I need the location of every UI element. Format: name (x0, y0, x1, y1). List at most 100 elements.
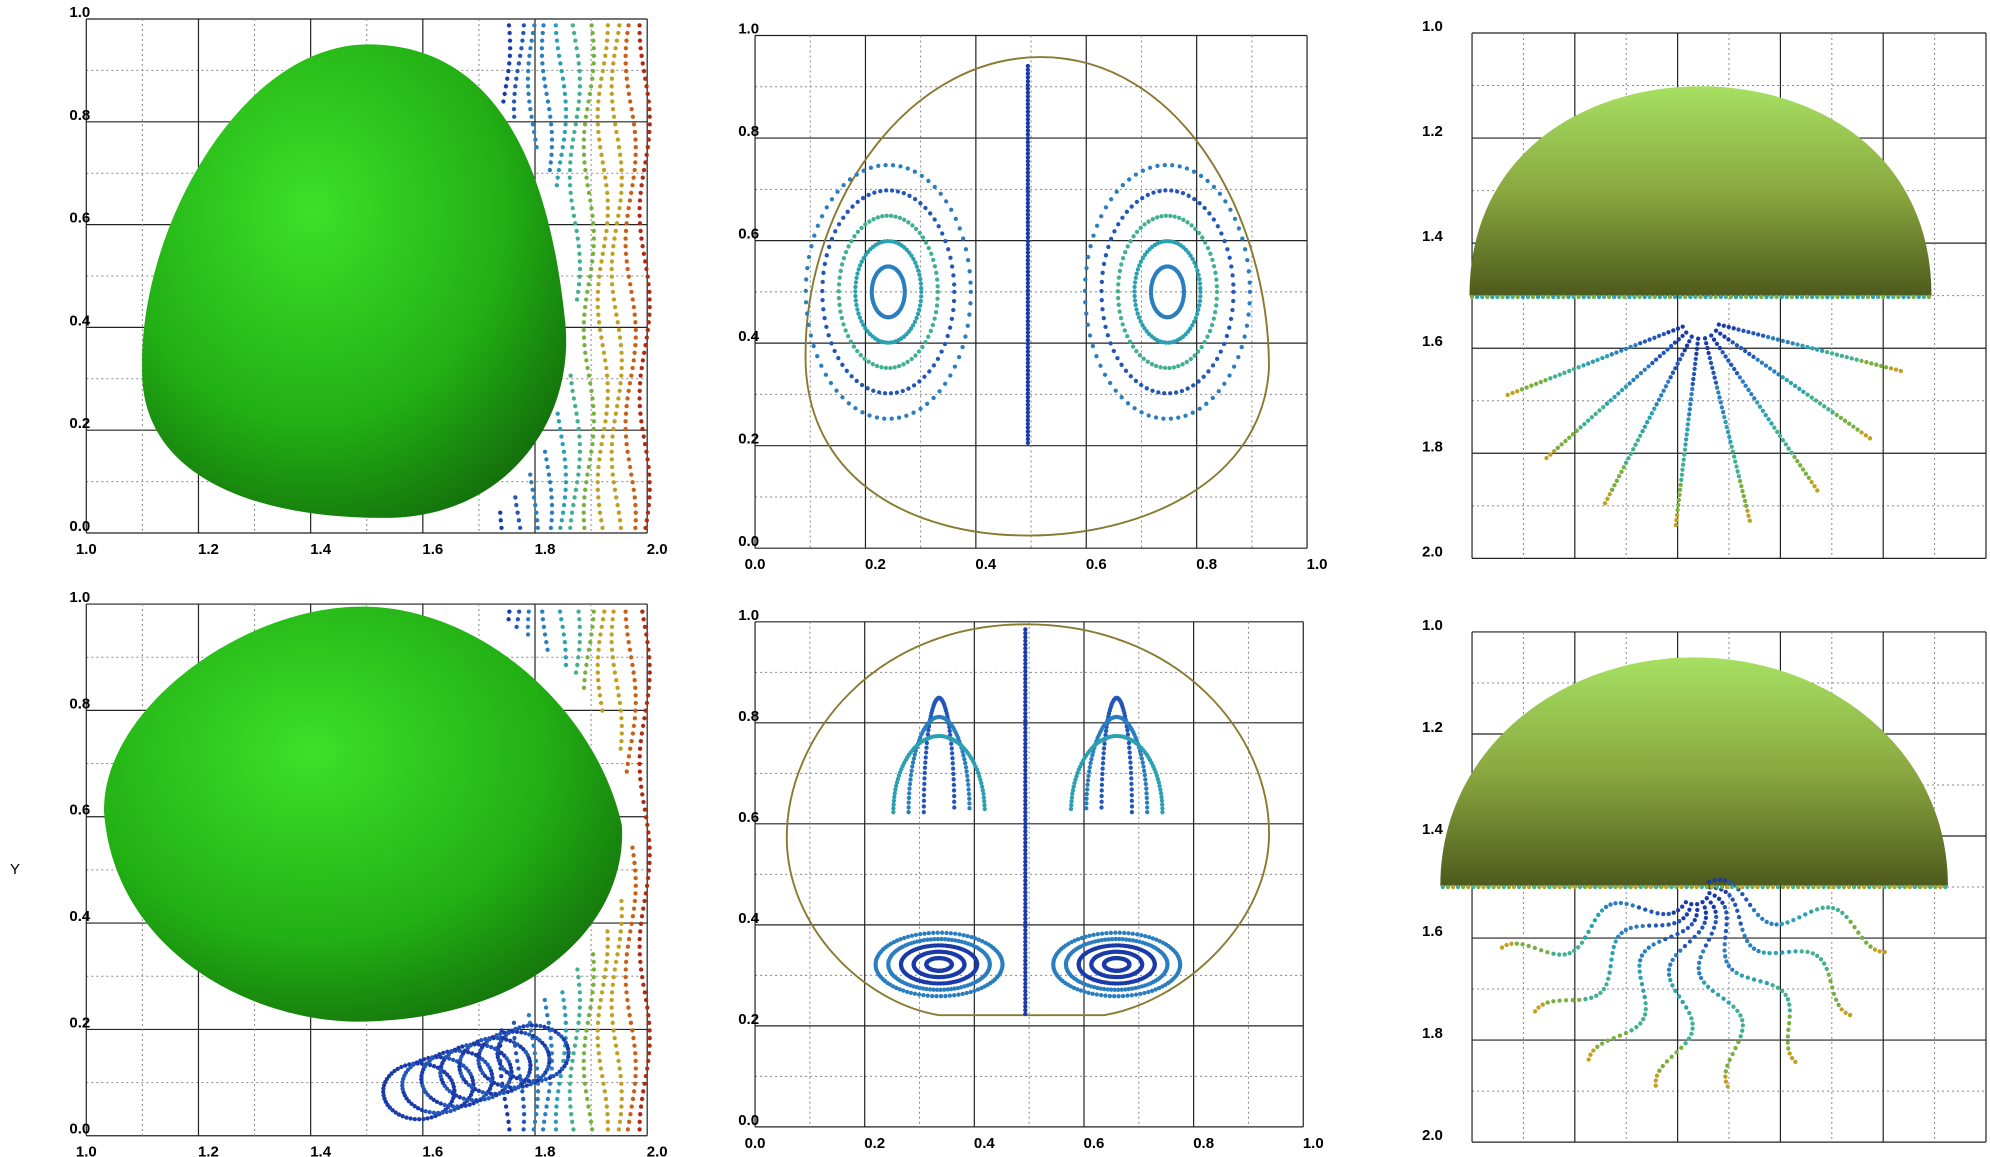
particle (626, 1005, 630, 1009)
particle (647, 1021, 651, 1025)
particle (1705, 885, 1709, 889)
particle (1761, 334, 1765, 338)
particle (1724, 1069, 1728, 1073)
particle (1811, 951, 1815, 955)
particle (535, 1104, 539, 1108)
particle (1715, 385, 1719, 389)
particle (582, 313, 586, 317)
particle (1023, 978, 1027, 982)
particle (1086, 323, 1090, 327)
particle (1203, 340, 1207, 344)
particle (588, 1112, 592, 1116)
particle (1852, 885, 1856, 889)
particle (804, 300, 808, 304)
particle (527, 610, 531, 614)
particle (544, 640, 548, 644)
particle (1717, 322, 1721, 326)
x-tick-label: 1.0 (1303, 1135, 1324, 1152)
particle (967, 801, 971, 805)
particle (1667, 967, 1671, 971)
particle (1736, 1040, 1740, 1044)
particle (578, 259, 582, 263)
particle (603, 358, 607, 362)
particle (1196, 379, 1200, 383)
particle (583, 122, 587, 126)
particle (1160, 806, 1164, 810)
particle (1607, 295, 1611, 299)
particle (617, 23, 621, 27)
particle (1211, 396, 1215, 400)
particle (1446, 885, 1450, 889)
particle (603, 1089, 607, 1093)
particle (1752, 908, 1756, 912)
particle (577, 69, 581, 73)
particle (1699, 955, 1703, 959)
particle (547, 1056, 551, 1060)
particle (1718, 878, 1722, 882)
particle (582, 335, 586, 339)
particle (1026, 163, 1030, 167)
particle (1633, 443, 1637, 447)
particle (498, 511, 502, 515)
particle (1185, 360, 1189, 364)
particle (617, 693, 621, 697)
particle (1700, 925, 1704, 929)
particle (616, 320, 620, 324)
particle (1167, 366, 1171, 370)
particle (1091, 344, 1095, 348)
particle (633, 495, 637, 499)
particle (619, 168, 623, 172)
particle (1229, 264, 1233, 268)
particle (1099, 289, 1103, 293)
particle (1023, 715, 1027, 719)
particle (1631, 903, 1635, 907)
particle (466, 1097, 470, 1101)
particle (1720, 885, 1724, 889)
particle (1661, 1064, 1665, 1068)
particle (1650, 411, 1654, 415)
particle (1086, 991, 1090, 995)
particle (577, 61, 581, 65)
particle (1692, 372, 1696, 376)
particle (949, 742, 953, 746)
particle (1724, 929, 1728, 933)
particle (573, 221, 577, 225)
particle (1203, 206, 1207, 210)
particle (587, 1013, 591, 1017)
particle (1099, 805, 1103, 809)
particle (1104, 253, 1108, 257)
particle (1788, 1014, 1792, 1018)
particle (1609, 398, 1613, 402)
particle (586, 1104, 590, 1108)
particle (1192, 261, 1196, 265)
particle (596, 122, 600, 126)
particle (1141, 764, 1145, 768)
particle (826, 333, 830, 337)
particle (633, 1051, 637, 1055)
particle (1676, 908, 1680, 912)
particle (833, 229, 837, 233)
particle (549, 153, 553, 157)
particle (646, 693, 650, 697)
particle (1774, 295, 1778, 299)
particle (1634, 924, 1638, 928)
particle (519, 1077, 523, 1081)
particle (558, 427, 562, 431)
particle (951, 766, 955, 770)
particle (842, 256, 846, 260)
particle (1894, 368, 1898, 372)
particle (619, 1082, 623, 1086)
particle (587, 648, 591, 652)
particle (1154, 415, 1158, 419)
particle (641, 724, 645, 728)
particle (918, 303, 922, 307)
particle (646, 511, 650, 515)
particle (559, 617, 563, 621)
particle (1675, 513, 1679, 517)
particle (922, 776, 926, 780)
particle (506, 1120, 510, 1124)
particle (633, 891, 637, 895)
particle (1633, 343, 1637, 347)
particle (1728, 440, 1732, 444)
particle (867, 413, 871, 417)
